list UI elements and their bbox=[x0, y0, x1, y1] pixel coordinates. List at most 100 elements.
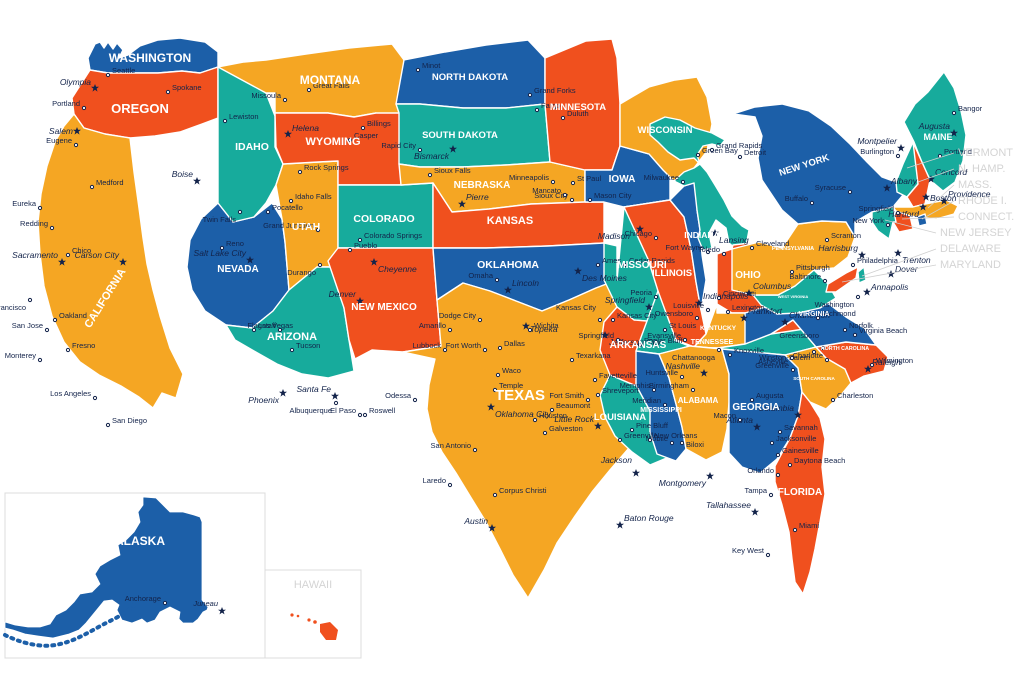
svg-text:Baltimore: Baltimore bbox=[789, 272, 821, 281]
svg-text:FLORIDA: FLORIDA bbox=[778, 487, 822, 498]
svg-text:Bangor: Bangor bbox=[958, 104, 983, 113]
svg-text:Lewiston: Lewiston bbox=[229, 112, 259, 121]
svg-text:Minot: Minot bbox=[422, 61, 441, 70]
svg-text:Santa Fe: Santa Fe bbox=[297, 384, 332, 394]
svg-text:New York: New York bbox=[852, 216, 884, 225]
svg-text:Pueblo: Pueblo bbox=[354, 241, 377, 250]
svg-text:Toledo: Toledo bbox=[698, 245, 720, 254]
svg-text:Flagstaff: Flagstaff bbox=[247, 321, 277, 330]
svg-text:Albany: Albany bbox=[890, 176, 918, 186]
svg-text:MINNESOTA: MINNESOTA bbox=[550, 102, 606, 113]
svg-text:Orlando: Orlando bbox=[747, 466, 774, 475]
svg-text:Juneau: Juneau bbox=[192, 599, 218, 608]
svg-text:Meridian: Meridian bbox=[632, 396, 661, 405]
svg-text:St Louis: St Louis bbox=[669, 321, 696, 330]
svg-text:GEORGIA: GEORGIA bbox=[732, 402, 779, 413]
svg-text:Savannah: Savannah bbox=[784, 423, 818, 432]
svg-text:Pocatello: Pocatello bbox=[272, 203, 303, 212]
svg-text:St Paul: St Paul bbox=[577, 174, 602, 183]
svg-text:Laredo: Laredo bbox=[423, 476, 446, 485]
svg-text:Lansing: Lansing bbox=[719, 235, 749, 245]
svg-text:NEBRASKA: NEBRASKA bbox=[454, 180, 511, 191]
svg-text:Gainesville: Gainesville bbox=[782, 446, 819, 455]
svg-text:ARKANSAS: ARKANSAS bbox=[610, 340, 667, 351]
svg-text:DELAWARE: DELAWARE bbox=[940, 243, 1001, 255]
svg-text:Dodge City: Dodge City bbox=[439, 311, 476, 320]
svg-text:Birmingham: Birmingham bbox=[649, 381, 689, 390]
svg-text:INDIANA: INDIANA bbox=[684, 230, 719, 240]
svg-text:Tallahassee: Tallahassee bbox=[706, 500, 751, 510]
svg-text:Oakland: Oakland bbox=[59, 311, 87, 320]
svg-text:Philadelphia: Philadelphia bbox=[857, 256, 899, 265]
svg-text:San Antonio: San Antonio bbox=[431, 441, 471, 450]
svg-text:Los Angeles: Los Angeles bbox=[50, 389, 91, 398]
svg-text:Detroit: Detroit bbox=[744, 148, 767, 157]
svg-text:IDAHO: IDAHO bbox=[235, 141, 269, 153]
svg-text:Boise: Boise bbox=[172, 169, 194, 179]
svg-text:PENNSYLVANIA: PENNSYLVANIA bbox=[772, 246, 814, 252]
svg-text:VERMONT: VERMONT bbox=[958, 147, 1013, 159]
svg-text:Austin: Austin bbox=[463, 516, 488, 526]
svg-text:Billings: Billings bbox=[367, 119, 391, 128]
svg-text:WEST VIRGINIA: WEST VIRGINIA bbox=[778, 294, 809, 299]
svg-text:UTAH: UTAH bbox=[292, 221, 320, 233]
svg-text:Colorado Springs: Colorado Springs bbox=[364, 231, 422, 240]
svg-text:Galveston: Galveston bbox=[549, 424, 583, 433]
svg-text:NEW JERSEY: NEW JERSEY bbox=[940, 227, 1012, 239]
svg-text:Omaha: Omaha bbox=[468, 271, 493, 280]
svg-text:ILLINOIS: ILLINOIS bbox=[652, 268, 692, 279]
svg-text:New Orleans: New Orleans bbox=[654, 431, 698, 440]
svg-text:Sacramento: Sacramento bbox=[12, 250, 58, 260]
svg-text:Jackson: Jackson bbox=[600, 455, 632, 465]
svg-text:Baton Rouge: Baton Rouge bbox=[624, 513, 674, 523]
svg-text:Harrisburg: Harrisburg bbox=[818, 243, 858, 253]
svg-text:Rock Springs: Rock Springs bbox=[304, 163, 349, 172]
svg-text:Pierre: Pierre bbox=[466, 192, 489, 202]
svg-text:Springfield: Springfield bbox=[859, 204, 894, 213]
svg-text:Montpelier: Montpelier bbox=[857, 136, 898, 146]
svg-text:Houston: Houston bbox=[539, 411, 567, 420]
svg-text:NORTH CAROLINA: NORTH CAROLINA bbox=[821, 346, 869, 352]
svg-text:Idaho Falls: Idaho Falls bbox=[295, 192, 332, 201]
svg-text:CONNECT.: CONNECT. bbox=[958, 211, 1014, 223]
svg-text:Sioux Falls: Sioux Falls bbox=[434, 166, 471, 175]
svg-text:Chico: Chico bbox=[72, 246, 91, 255]
svg-text:Salem: Salem bbox=[49, 126, 73, 136]
svg-text:Eugene: Eugene bbox=[46, 136, 72, 145]
svg-text:Missoula: Missoula bbox=[251, 91, 281, 100]
svg-text:Medford: Medford bbox=[96, 178, 124, 187]
svg-text:Syracuse: Syracuse bbox=[815, 183, 846, 192]
svg-text:Scranton: Scranton bbox=[831, 231, 861, 240]
svg-text:Chicago: Chicago bbox=[624, 229, 652, 238]
svg-text:NEW MEXICO: NEW MEXICO bbox=[351, 302, 417, 313]
svg-text:Annapolis: Annapolis bbox=[870, 282, 909, 292]
svg-text:Milwaukee: Milwaukee bbox=[644, 173, 679, 182]
svg-text:Cheyenne: Cheyenne bbox=[378, 264, 417, 274]
svg-text:Anchorage: Anchorage bbox=[125, 594, 161, 603]
svg-text:Cincinnati: Cincinnati bbox=[723, 289, 756, 298]
svg-text:El Paso: El Paso bbox=[330, 406, 356, 415]
svg-text:MICHIGAN: MICHIGAN bbox=[710, 164, 756, 174]
svg-text:Salt Lake City: Salt Lake City bbox=[194, 248, 247, 258]
svg-text:Wilmington: Wilmington bbox=[876, 356, 913, 365]
svg-text:HAWAII: HAWAII bbox=[294, 579, 332, 591]
svg-text:Mason City: Mason City bbox=[594, 191, 632, 200]
svg-text:Fort Smith: Fort Smith bbox=[549, 391, 584, 400]
svg-text:Buffalo: Buffalo bbox=[785, 194, 808, 203]
svg-text:ALABAMA: ALABAMA bbox=[678, 396, 719, 405]
svg-text:MARYLAND: MARYLAND bbox=[940, 259, 1001, 271]
svg-text:Odessa: Odessa bbox=[385, 391, 412, 400]
svg-text:Roswell: Roswell bbox=[369, 406, 396, 415]
svg-text:Biloxi: Biloxi bbox=[686, 440, 704, 449]
svg-text:KANSAS: KANSAS bbox=[487, 215, 533, 227]
svg-text:Helena: Helena bbox=[292, 123, 319, 133]
svg-text:Fort Worth: Fort Worth bbox=[446, 341, 481, 350]
svg-text:RHODE I.: RHODE I. bbox=[958, 195, 1007, 207]
svg-text:Mancato: Mancato bbox=[532, 186, 561, 195]
svg-text:WYOMING: WYOMING bbox=[306, 136, 361, 148]
svg-text:Washington: Washington bbox=[815, 300, 854, 309]
svg-text:VIRGINIA: VIRGINIA bbox=[798, 311, 829, 318]
svg-text:Rapid City: Rapid City bbox=[381, 141, 416, 150]
svg-text:OREGON: OREGON bbox=[111, 101, 169, 116]
svg-text:ARIZONA: ARIZONA bbox=[267, 331, 317, 343]
